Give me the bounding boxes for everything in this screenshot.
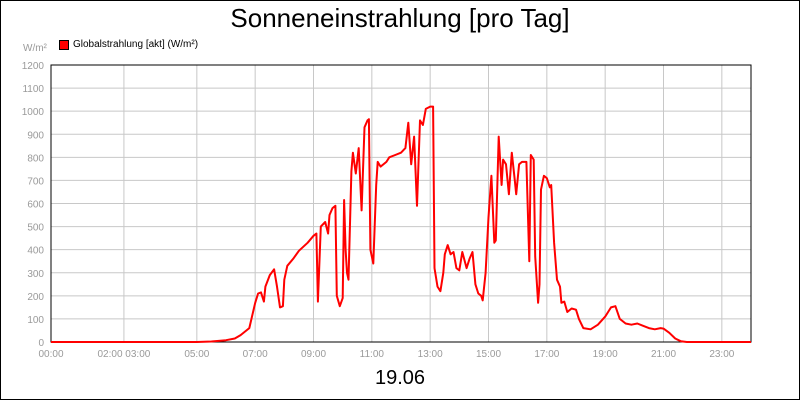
y-tick-label: 1000 bbox=[22, 107, 45, 118]
y-axis-unit: W/m² bbox=[23, 43, 47, 54]
plot-border bbox=[50, 64, 752, 343]
x-tick-label: 15:00 bbox=[476, 349, 501, 360]
y-tick-label: 600 bbox=[27, 200, 44, 211]
y-tick-label: 200 bbox=[27, 292, 44, 303]
x-tick-label: 07:00 bbox=[243, 349, 268, 360]
y-tick-label: 500 bbox=[27, 223, 44, 234]
x-tick-label: 17:00 bbox=[534, 349, 559, 360]
y-tick-label: 900 bbox=[27, 130, 44, 141]
x-tick-label: 09:00 bbox=[301, 349, 326, 360]
y-tick-label: 0 bbox=[38, 338, 44, 349]
y-tick-label: 400 bbox=[27, 246, 44, 257]
x-tick-label: 02:00 03:00 bbox=[98, 349, 151, 360]
y-tick-label: 700 bbox=[27, 176, 44, 187]
legend-swatch bbox=[59, 39, 69, 50]
y-tick-label: 1200 bbox=[22, 61, 45, 72]
date-label: 19.06 bbox=[374, 367, 426, 389]
legend-label: Globalstrahlung [akt] (W/m²) bbox=[73, 39, 199, 50]
y-tick-label: 100 bbox=[27, 315, 44, 326]
y-tick-label: 300 bbox=[27, 269, 44, 280]
y-tick-label: 1100 bbox=[22, 84, 44, 95]
x-tick-label: 05:00 bbox=[184, 349, 209, 360]
x-tick-label: 19:00 bbox=[593, 349, 618, 360]
x-tick-label: 13:00 bbox=[418, 349, 443, 360]
series-line-globalstrahlung bbox=[51, 105, 751, 343]
x-tick-label: 11:00 bbox=[360, 349, 385, 360]
legend: Globalstrahlung [akt] (W/m²) bbox=[59, 39, 198, 50]
chart-title: Sonneneinstrahlung [pro Tag] bbox=[230, 3, 570, 33]
x-tick-label: 21:00 bbox=[651, 349, 676, 360]
y-tick-label: 800 bbox=[27, 153, 44, 164]
x-tick-label: 23:00 bbox=[709, 349, 734, 360]
x-tick-label: 00:00 bbox=[38, 349, 63, 360]
